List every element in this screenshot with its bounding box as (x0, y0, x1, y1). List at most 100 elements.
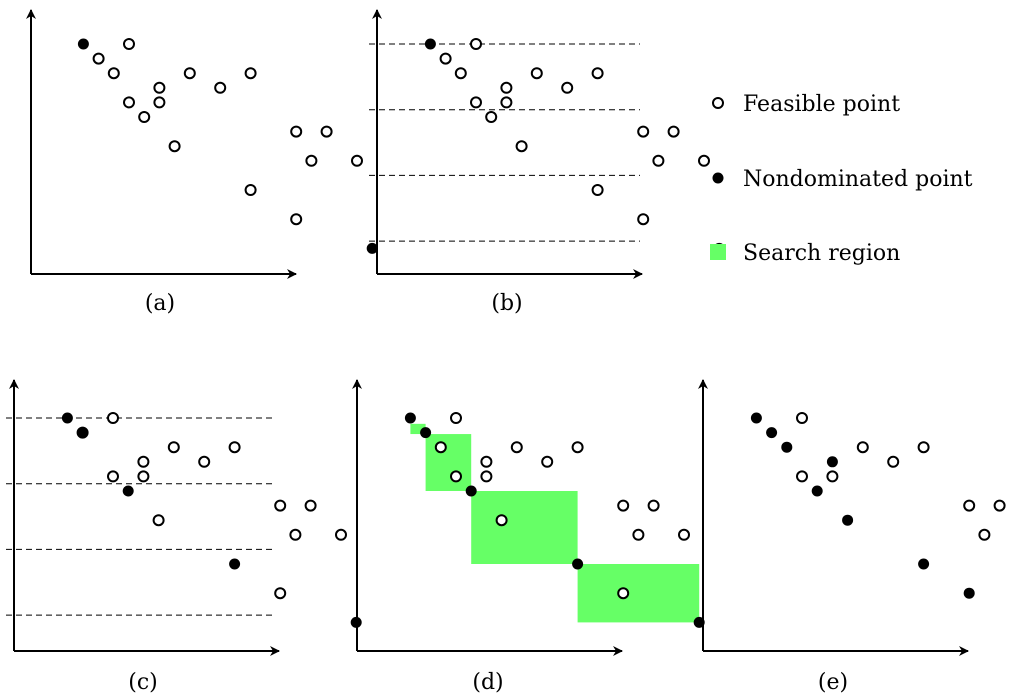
feasible-point (571, 441, 584, 454)
feasible-point (637, 125, 650, 138)
nondominated-point (424, 38, 436, 50)
feasible-point (647, 499, 660, 512)
feasible-point (591, 67, 604, 80)
feasible-point (480, 455, 493, 468)
nondominated-point (572, 558, 584, 570)
feasible-point (168, 140, 181, 153)
feasible-point (826, 470, 839, 483)
nondominated-point (781, 441, 793, 453)
feasible-point (138, 111, 151, 123)
feasible-point (963, 499, 976, 512)
feasible-point (167, 441, 180, 454)
feasible-point (450, 412, 462, 424)
panel-caption: (d) (472, 670, 503, 695)
feasible-point (470, 38, 482, 50)
search-region (577, 564, 700, 623)
panel-caption: (e) (818, 670, 848, 695)
nondominated-point (229, 558, 241, 570)
feasible-point (470, 96, 482, 109)
nondominated-point (963, 587, 975, 599)
feasible-point (510, 441, 523, 454)
feasible-point (698, 154, 710, 167)
nondominated-point (918, 558, 930, 570)
nondominated-point (122, 485, 134, 497)
feasible-point (993, 499, 1006, 512)
legend-region-swatch (710, 244, 726, 260)
feasible-point (500, 96, 513, 109)
search-region (425, 434, 472, 491)
legend-nondominated-label: Nondominated point (743, 167, 973, 192)
feasible-point (530, 67, 543, 80)
feasible-point (137, 455, 150, 468)
feasible-point (274, 499, 287, 512)
panel-b: (b) (369, 9, 725, 316)
feasible-point (917, 441, 930, 454)
search-region (410, 423, 426, 435)
feasible-point (856, 441, 869, 454)
panel-caption: (c) (128, 670, 158, 695)
feasible-point (244, 67, 257, 80)
feasible-point (351, 154, 363, 167)
feasible-point (244, 184, 257, 196)
feasible-point (123, 96, 135, 109)
feasible-point (796, 412, 808, 424)
feasible-point (617, 499, 630, 512)
feasible-point (289, 528, 302, 541)
feasible-point (678, 528, 690, 541)
nondominated-point (693, 616, 705, 628)
feasible-point (500, 81, 513, 94)
panel-e: (e) (698, 379, 1006, 695)
feasible-point (183, 67, 196, 80)
feasible-point (887, 455, 900, 468)
feasible-point (637, 213, 650, 226)
feasible-point (290, 125, 303, 138)
nondominated-point (750, 412, 762, 424)
feasible-point (107, 470, 119, 483)
nondominated-point (61, 412, 73, 424)
feasible-point (652, 154, 665, 167)
feasible-point (434, 441, 447, 454)
feasible-point (978, 528, 991, 541)
feasible-point (304, 499, 317, 512)
feasible-point (454, 67, 467, 80)
legend-nondominated-marker (712, 172, 724, 184)
feasible-point (137, 470, 150, 483)
feasible-point (796, 470, 808, 483)
nondominated-point (465, 485, 477, 497)
feasible-point (305, 154, 318, 167)
feasible-point (495, 514, 508, 527)
feasible-point (228, 441, 241, 454)
feasible-point (632, 528, 645, 541)
feasible-point (107, 412, 119, 424)
feasible-point (591, 184, 604, 196)
nondominated-point (77, 38, 89, 50)
feasible-point (290, 213, 303, 226)
feasible-point (92, 52, 105, 65)
nondominated-point (404, 412, 416, 424)
feasible-point (198, 455, 211, 468)
feasible-point (667, 125, 680, 138)
nondominated-point (842, 514, 854, 526)
feasible-point (541, 455, 554, 468)
panel-caption: (a) (145, 291, 175, 316)
feasible-point (152, 514, 165, 527)
legend-feasible-label: Feasible point (743, 92, 900, 117)
feasible-point (617, 587, 630, 600)
nondominated-point (826, 456, 838, 468)
legend-region-label: Search region (743, 241, 900, 266)
nondominated-point (811, 485, 823, 497)
feasible-point (335, 528, 347, 541)
feasible-point (485, 111, 498, 123)
nondominated-point (766, 427, 778, 439)
nondominated-point (420, 427, 432, 439)
feasible-point (153, 81, 166, 94)
feasible-point (123, 38, 135, 50)
panel-c: (c) (6, 379, 362, 695)
search-region (471, 491, 578, 564)
feasible-point (439, 52, 452, 65)
legend: Feasible point Nondominated point Search… (710, 92, 973, 266)
feasible-point (274, 587, 287, 600)
legend-feasible-marker (712, 97, 724, 109)
panel-caption: (b) (491, 291, 522, 316)
feasible-point (107, 67, 120, 80)
